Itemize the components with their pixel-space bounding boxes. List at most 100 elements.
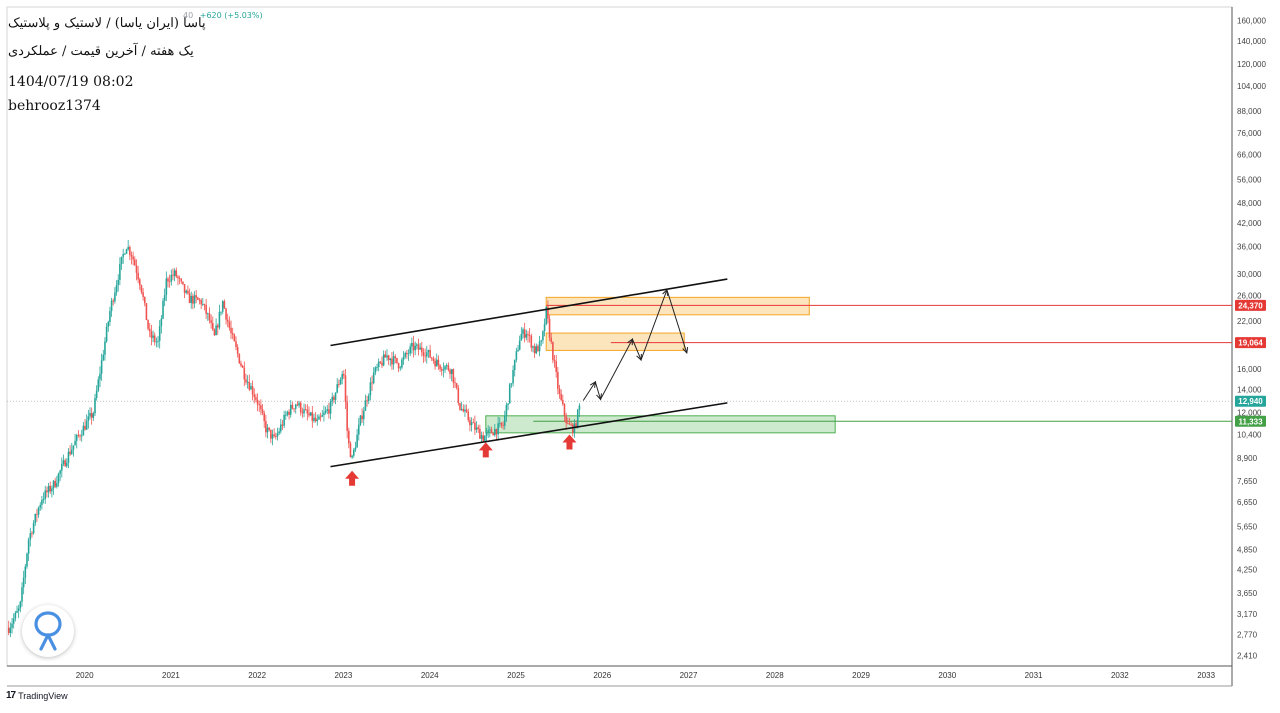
candle-body <box>578 405 581 410</box>
candle-body <box>135 265 138 273</box>
candle-body <box>560 393 562 401</box>
y-tick-label: 2,410 <box>1237 652 1258 661</box>
candle-body <box>575 423 577 427</box>
candle-body <box>376 367 378 368</box>
candle-body <box>210 320 212 323</box>
candle-body <box>296 404 299 406</box>
chart-subtitle: یک هفته / آخرین قیمت / عملکردی <box>8 44 194 59</box>
candle-body <box>341 374 343 380</box>
candle-body <box>328 409 330 414</box>
y-tick-label: 3,650 <box>1237 589 1258 598</box>
candle-body <box>349 443 352 458</box>
candle-body <box>364 400 367 411</box>
y-tick-label: 7,650 <box>1237 477 1258 486</box>
candle-body <box>9 627 12 633</box>
candle-body <box>318 416 320 420</box>
candle-body <box>384 354 387 358</box>
candle-body <box>422 352 425 356</box>
candle-body <box>182 281 184 285</box>
candle-body <box>304 409 307 411</box>
chart-title: پاسا (ایران یاسا) / لاستیک و پلاستیک <box>8 16 206 31</box>
y-tick-label: 76,000 <box>1237 129 1262 138</box>
candle-body <box>469 420 471 426</box>
y-tick-label: 66,000 <box>1237 151 1262 160</box>
y-tick-label: 140,000 <box>1237 37 1266 46</box>
candle-body <box>369 382 372 396</box>
candle-body <box>419 347 421 350</box>
candle-body <box>104 341 106 355</box>
x-tick-label: 2029 <box>852 671 870 680</box>
candle-body <box>366 400 368 402</box>
candle-body <box>374 367 377 373</box>
candle-body <box>145 303 148 321</box>
candle-body <box>387 355 390 361</box>
candle-body <box>120 256 123 265</box>
candle-body <box>7 627 10 633</box>
candle-body <box>97 379 100 391</box>
y-tick-label: 30,000 <box>1237 270 1262 279</box>
candle-body <box>361 415 363 420</box>
candle-body <box>216 325 219 328</box>
candle-body <box>445 365 448 367</box>
candle-body <box>115 285 118 293</box>
chart-author: behrooz1374 <box>8 98 101 114</box>
candle-body <box>503 415 506 426</box>
candle-body <box>467 411 470 421</box>
candle-body <box>414 345 416 351</box>
candle-body <box>485 432 488 436</box>
candle-body <box>357 424 360 435</box>
candle-body <box>299 402 302 413</box>
candle-body <box>258 404 261 406</box>
candle-body <box>198 299 201 301</box>
candle-body <box>284 414 287 416</box>
candle-body <box>459 403 461 410</box>
x-tick-label: 2032 <box>1111 671 1129 680</box>
candle-body <box>548 318 551 338</box>
candle-body <box>208 313 211 321</box>
candle-body <box>132 256 134 260</box>
candle-body <box>11 623 13 628</box>
candle-body <box>31 533 33 534</box>
candle-body <box>238 353 241 364</box>
candle-body <box>193 295 196 304</box>
candle-body <box>56 483 58 487</box>
candle-body <box>406 352 408 355</box>
candle-body <box>412 342 415 351</box>
candle-body <box>165 278 168 296</box>
candle-body <box>143 296 146 304</box>
candle-body <box>547 306 549 319</box>
candle-body <box>557 372 559 389</box>
price-label-box <box>1235 337 1266 349</box>
candle-body <box>77 435 80 436</box>
candle-body <box>399 367 402 369</box>
candle-body <box>352 449 355 456</box>
candle-body <box>396 357 398 364</box>
candle-body <box>130 254 133 257</box>
candle-body <box>192 295 194 304</box>
candle-body <box>172 274 174 276</box>
candle-body <box>152 335 154 338</box>
candle-body <box>134 259 136 266</box>
candle-body <box>155 341 158 343</box>
y-tick-label: 4,850 <box>1237 546 1258 555</box>
candle-body <box>265 421 267 433</box>
candle-body <box>200 299 202 305</box>
candle-body <box>124 253 126 255</box>
price-change: 40 +620 (+5.03%) <box>183 11 263 20</box>
candle-body <box>14 612 17 619</box>
candle-body <box>402 356 405 360</box>
candle-body <box>324 410 327 413</box>
candle-body <box>32 523 35 534</box>
candle-body <box>294 404 297 409</box>
candle-body <box>205 304 207 314</box>
tradingview-brand[interactable]: 17 TradingView <box>6 690 68 701</box>
tradingview-logo-icon: 17 <box>6 690 16 701</box>
price-label: 24,370 <box>1238 301 1263 310</box>
candle-body <box>323 412 325 415</box>
candle-body <box>178 278 181 279</box>
candle-body <box>520 333 523 341</box>
candle-body <box>532 346 534 348</box>
candle-body <box>268 427 270 430</box>
